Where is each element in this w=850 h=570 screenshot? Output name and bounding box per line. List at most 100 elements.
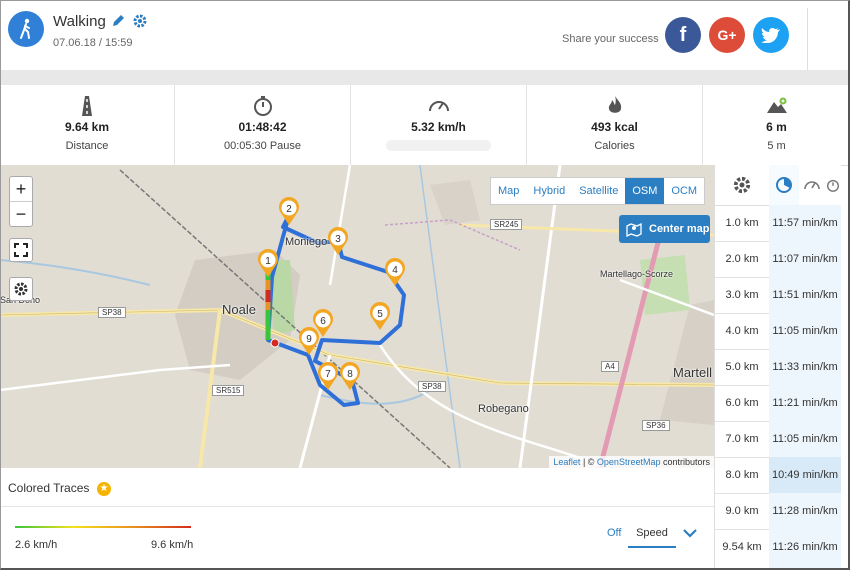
layer-hybrid-tab[interactable]: Hybrid [533, 185, 566, 197]
premium-star-icon: ★ [97, 482, 111, 496]
stat-value: 9.64 km [64, 120, 110, 134]
split-km: 7.0 km [725, 433, 759, 445]
marker-7[interactable]: 7 [318, 362, 338, 390]
zoom-control: + − [9, 176, 33, 227]
tab-settings[interactable] [715, 165, 769, 205]
traces-title: Colored Traces [8, 481, 90, 495]
split-pace: 11:57 min/km [769, 205, 841, 241]
tab-pace[interactable] [769, 165, 799, 207]
edit-pencil-icon[interactable] [110, 13, 126, 29]
stat-value: 01:48:42 [238, 120, 287, 134]
svg-text:5: 5 [377, 309, 383, 320]
split-pace: 11:33 min/km [769, 349, 841, 385]
layer-osm-tab[interactable]: OSM [625, 178, 665, 204]
split-row: 9.0 km 11:28 min/km [715, 493, 841, 530]
marker-9[interactable]: 9 [299, 327, 320, 355]
route-map[interactable]: Noale Moniego Robegano Martell Martellag… [0, 165, 714, 468]
map-pin-icon [626, 222, 642, 237]
settings-gear-icon[interactable] [132, 13, 148, 29]
place-label: Noale [222, 302, 256, 317]
blurred-label [386, 140, 491, 151]
traces-mode-select[interactable]: Speed [628, 520, 676, 548]
fullscreen-button[interactable] [9, 238, 33, 262]
center-map-label: Center map [649, 223, 710, 235]
splits-panel: 1.0 km 11:57 min/km 2.0 km 11:07 min/km 3.… [714, 165, 841, 570]
layer-ocm-tab[interactable]: OCM [671, 185, 698, 197]
attribution-text: contributors [660, 457, 710, 467]
gear-icon [733, 176, 751, 194]
split-km: 5.0 km [725, 361, 759, 373]
traces-off-option[interactable]: Off [607, 527, 622, 539]
panel-edge [807, 8, 843, 70]
road-label: SP36 [642, 420, 670, 431]
marker-1[interactable]: 1 [258, 249, 278, 277]
split-pace: 11:26 min/km [769, 529, 841, 568]
splits-tabs [715, 165, 841, 207]
route-markers: 1 2 3 4 5 6 9 7 8 [258, 197, 405, 390]
place-label: Martell [673, 365, 713, 380]
marker-6[interactable]: 6 [313, 309, 333, 337]
osm-link[interactable]: OpenStreetMap [596, 457, 661, 467]
split-km: 4.0 km [725, 325, 759, 337]
stat-calories: 493 kcal Calories [527, 85, 703, 165]
marker-5[interactable]: 5 [370, 302, 390, 330]
marker-3[interactable]: 3 [328, 227, 348, 255]
place-label: Moniego [285, 236, 328, 248]
svg-text:1: 1 [265, 256, 271, 267]
twitter-share-button[interactable] [753, 17, 789, 53]
flame-icon [608, 96, 621, 113]
split-km: 6.0 km [725, 397, 759, 409]
center-map-button[interactable]: Center map [619, 215, 710, 243]
layer-map-tab[interactable]: Map [498, 185, 520, 197]
colored-traces-panel: Colored Traces ★ 2.6 km/h 9.6 km/h Off S… [0, 468, 714, 570]
attribution-separator: | © [580, 457, 597, 467]
stopwatch-icon [253, 96, 272, 116]
road-label: SP38 [98, 307, 126, 318]
split-row: 3.0 km 11:51 min/km [715, 277, 841, 314]
svg-text:2: 2 [286, 204, 292, 215]
speedometer-icon [804, 181, 820, 190]
split-km: 9.0 km [725, 505, 759, 517]
google-plus-share-button[interactable]: G+ [709, 17, 745, 53]
split-km: 9.54 km [722, 541, 762, 553]
place-label: Robegano [478, 403, 529, 415]
split-row: 2.0 km 11:07 min/km [715, 241, 841, 278]
split-row: 1.0 km 11:57 min/km [715, 205, 841, 242]
road-label: A4 [601, 361, 619, 372]
split-row: 6.0 km 11:21 min/km [715, 385, 841, 422]
zoom-out-button[interactable]: − [15, 204, 27, 224]
activity-title: Walking [53, 13, 106, 30]
stat-duration: 01:48:42 00:05:30 Pause [175, 85, 351, 165]
twitter-bird-icon [761, 28, 780, 43]
stat-value: 5.32 km/h [411, 120, 466, 134]
map-settings-button[interactable] [9, 277, 33, 301]
marker-4[interactable]: 4 [385, 258, 405, 286]
chevron-down-icon[interactable] [682, 525, 698, 541]
facebook-share-button[interactable]: f [665, 17, 701, 53]
max-speed-label: 9.6 km/h [151, 539, 194, 551]
stat-label: Calories [594, 140, 635, 152]
road-label: SR515 [212, 385, 245, 396]
divider [0, 506, 714, 507]
tab-speed[interactable] [799, 165, 825, 205]
marker-8[interactable]: 8 [340, 362, 360, 390]
activity-header: Walking 07.06.18 / 15:59 Share your succ… [0, 0, 850, 70]
zoom-in-button[interactable]: + [10, 177, 32, 202]
leaflet-link[interactable]: Leaflet [553, 457, 581, 467]
stat-elevation: 6 m 5 m [703, 85, 850, 165]
stat-value: 493 kcal [591, 120, 638, 134]
split-row: 7.0 km 11:05 min/km [715, 421, 841, 458]
svg-text:9: 9 [306, 334, 312, 345]
road-label: SP38 [418, 381, 446, 392]
marker-2[interactable]: 2 [279, 197, 299, 225]
activity-datetime: 07.06.18 / 15:59 [53, 37, 133, 49]
gear-icon [14, 282, 28, 296]
speedometer-icon [428, 101, 449, 112]
split-pace: 11:05 min/km [769, 313, 841, 349]
layer-satellite-tab[interactable]: Satellite [579, 185, 619, 197]
split-row: 9.54 km 11:26 min/km [715, 529, 841, 569]
share-label: Share your success [562, 33, 659, 45]
tab-time[interactable] [825, 165, 841, 205]
stats-bar: 9.64 km Distance 01:48:42 00:05:30 Pause… [0, 85, 850, 166]
split-row: 5.0 km 11:33 min/km [715, 349, 841, 386]
